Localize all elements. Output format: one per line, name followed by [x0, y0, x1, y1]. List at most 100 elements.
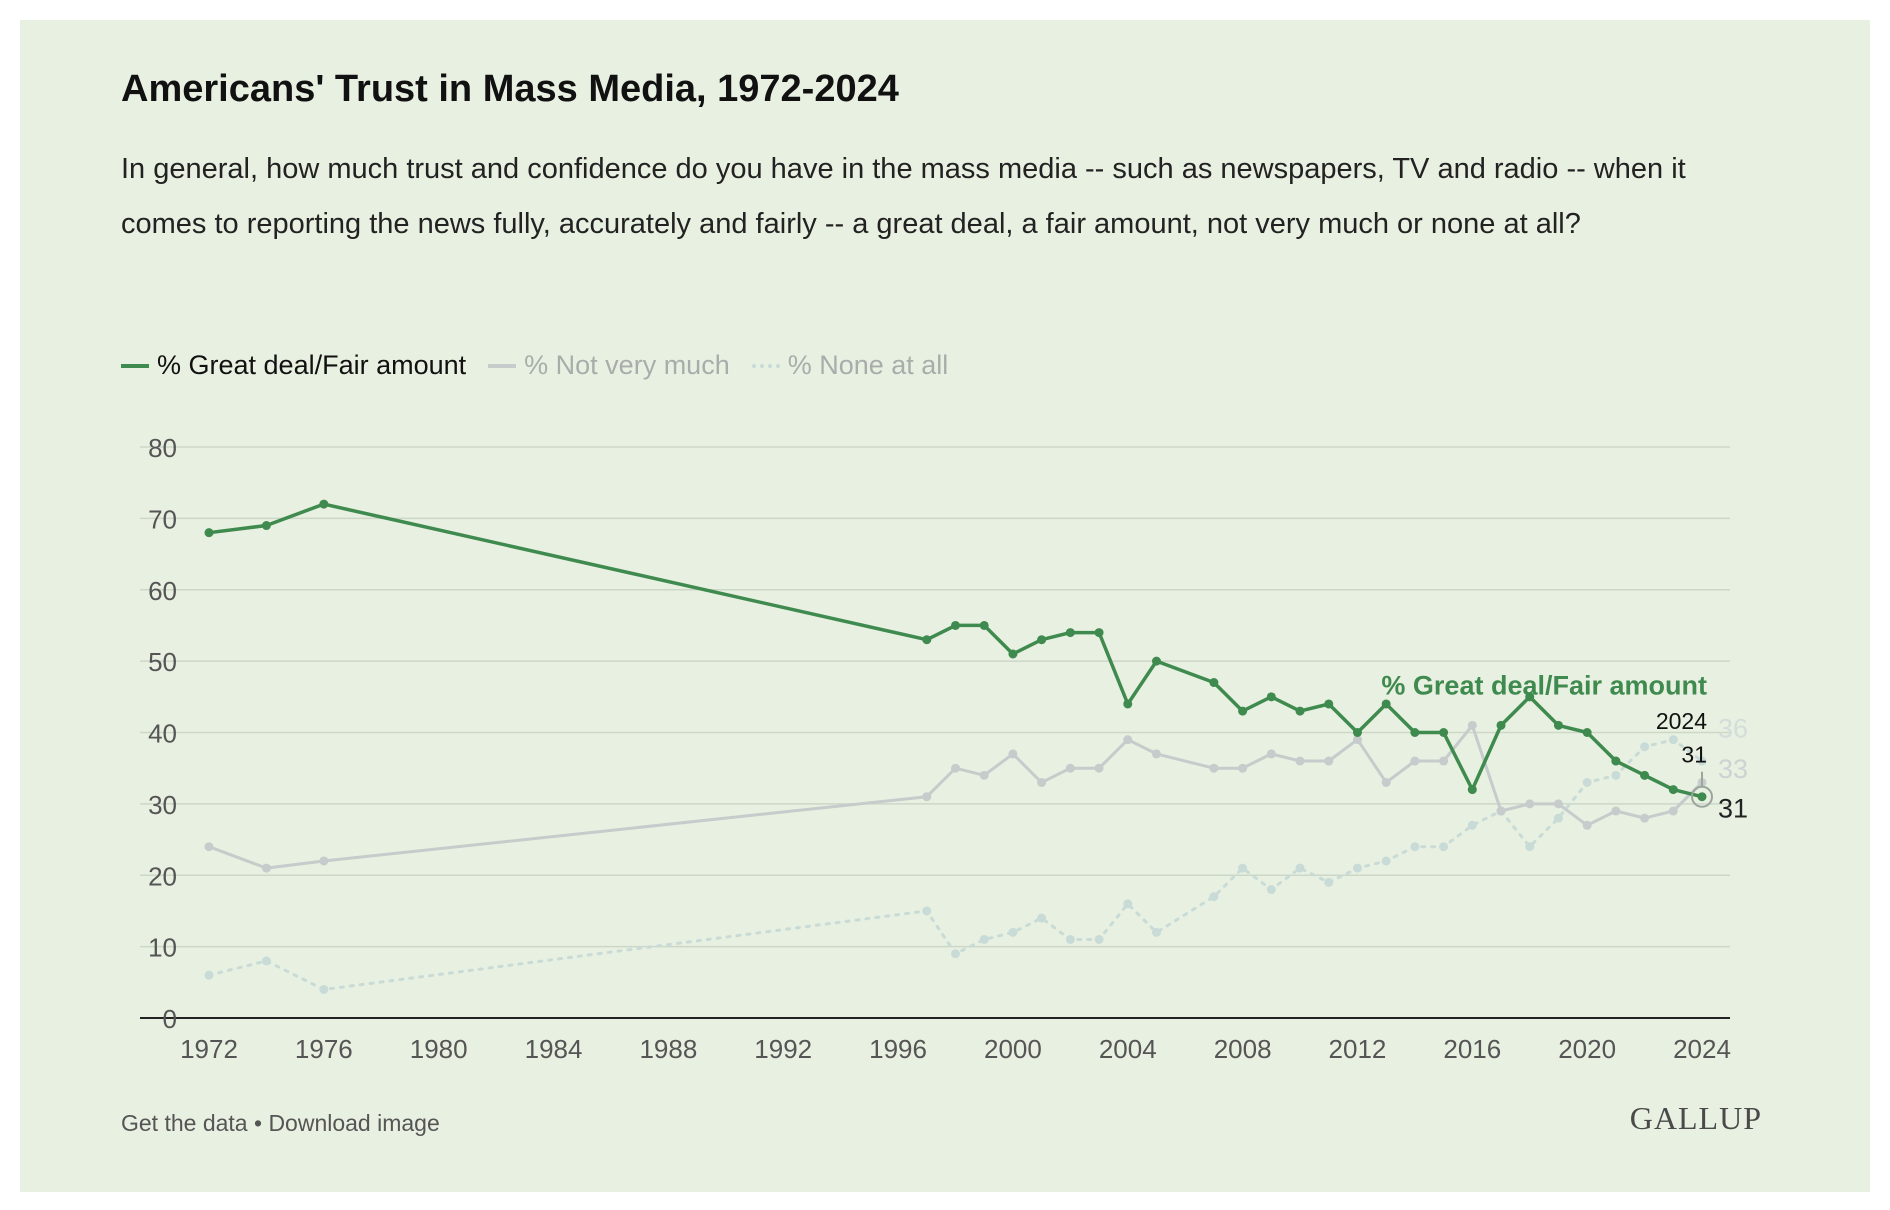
data-point [1238, 763, 1248, 773]
y-tick-label: 50 [148, 647, 177, 677]
data-point [1525, 842, 1535, 852]
data-point [1439, 728, 1449, 737]
data-point [1611, 806, 1621, 816]
data-point [1668, 785, 1678, 795]
data-point [1640, 742, 1650, 752]
chart-card [20, 20, 1870, 1192]
data-point [1467, 820, 1477, 830]
data-point [1123, 699, 1133, 709]
footer-separator: • [247, 1110, 269, 1136]
highlight-value-label: 31 [1681, 741, 1707, 767]
series-line-1 [207, 723, 1704, 870]
data-point [1582, 820, 1592, 830]
data-point [261, 956, 271, 966]
x-tick-label: 2008 [1214, 1034, 1272, 1064]
data-point [1065, 763, 1075, 773]
legend-item-not-very-much[interactable]: % Not very much [488, 350, 730, 381]
data-point [1008, 927, 1018, 937]
data-point [1410, 756, 1420, 766]
data-point [1439, 756, 1449, 766]
data-point [1410, 728, 1420, 737]
data-point [1266, 692, 1276, 702]
chart-title: Americans' Trust in Mass Media, 1972-202… [121, 68, 899, 110]
data-point [204, 842, 214, 852]
data-point [1381, 856, 1391, 866]
data-point [1467, 785, 1477, 795]
legend-label-great-deal: % Great deal/Fair amount [157, 350, 467, 380]
data-point [1295, 756, 1305, 766]
data-point [1582, 728, 1592, 737]
data-point [1381, 777, 1391, 787]
data-point [1209, 763, 1219, 773]
data-point [1209, 678, 1219, 688]
legend-item-none-at-all[interactable]: % None at all [751, 350, 948, 381]
data-point [1037, 635, 1047, 645]
y-tick-label: 70 [148, 504, 177, 534]
legend-item-great-deal[interactable]: % Great deal/Fair amount [121, 350, 466, 381]
legend-swatch-solid-green [121, 363, 149, 368]
data-point [1123, 899, 1133, 909]
data-point [1123, 735, 1133, 745]
data-point [261, 863, 271, 873]
x-tick-label: 1988 [639, 1034, 697, 1064]
highlight-year-label: 2024 [1656, 708, 1707, 734]
data-point [1065, 934, 1075, 944]
x-tick-label: 2000 [984, 1034, 1042, 1064]
get-data-link[interactable]: Get the data [121, 1110, 248, 1136]
data-point [1151, 656, 1161, 666]
legend-swatch-solid-gray [488, 363, 517, 368]
x-tick-label: 1992 [754, 1034, 812, 1064]
data-point [1238, 706, 1248, 716]
series-line-0 [207, 502, 1704, 799]
data-point [979, 620, 989, 630]
x-tick-label: 2024 [1673, 1034, 1731, 1064]
x-tick-label: 2020 [1558, 1034, 1616, 1064]
x-tick-label: 1972 [180, 1034, 238, 1064]
data-point [1352, 735, 1362, 745]
series-line-2 [207, 738, 1704, 991]
footer-links: Get the data • Download image [121, 1110, 440, 1137]
x-tick-label: 1984 [525, 1034, 583, 1064]
data-point [1611, 770, 1621, 780]
data-point [204, 528, 214, 538]
data-point [1238, 863, 1248, 873]
data-point [1151, 749, 1161, 759]
data-point [319, 984, 329, 994]
chart-subtitle: In general, how much trust and confidenc… [121, 153, 1686, 240]
x-tick-label: 1996 [869, 1034, 927, 1064]
data-point [1094, 763, 1104, 773]
y-tick-label: 20 [148, 861, 177, 891]
data-point [1668, 806, 1678, 816]
data-point [1008, 649, 1018, 659]
data-point [979, 934, 989, 944]
legend-swatch-dotted [751, 363, 780, 368]
data-point [1151, 927, 1161, 937]
data-point [1324, 699, 1334, 709]
data-point [261, 521, 271, 531]
data-point [951, 620, 960, 630]
data-point [979, 770, 989, 780]
x-tick-label: 1980 [410, 1034, 468, 1064]
data-point [1467, 720, 1477, 730]
data-point [204, 970, 214, 980]
download-image-link[interactable]: Download image [268, 1110, 440, 1136]
data-point [1496, 720, 1506, 730]
data-point [1611, 756, 1621, 766]
y-tick-label: 60 [148, 576, 177, 606]
data-point [951, 763, 960, 773]
data-point [1553, 720, 1563, 730]
data-point [1668, 735, 1678, 745]
y-tick-label: 40 [148, 719, 177, 749]
data-point [1640, 770, 1650, 780]
data-point [1553, 813, 1563, 823]
data-point [1582, 777, 1592, 787]
data-point [1697, 756, 1707, 766]
data-point [922, 792, 932, 802]
data-point [922, 635, 932, 645]
end-value-label: 33 [1718, 754, 1748, 784]
data-point [1439, 842, 1449, 852]
y-tick-label: 30 [148, 790, 177, 820]
x-tick-label: 2012 [1329, 1034, 1387, 1064]
data-point [1324, 756, 1334, 766]
data-point [1553, 799, 1563, 809]
